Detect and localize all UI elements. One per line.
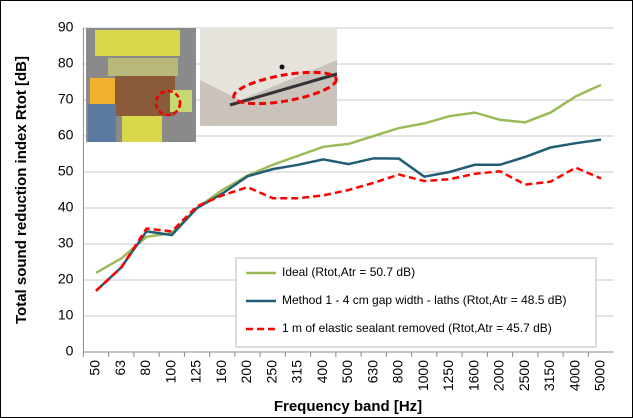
inset-section-drawing	[86, 28, 196, 142]
y-tick-label: 60	[58, 127, 74, 143]
y-tick-label: 0	[66, 343, 74, 359]
series-line	[95, 166, 602, 292]
y-axis-title: Total sound reduction index Rtot [dB]	[13, 56, 30, 324]
x-tick-label: 1600	[465, 360, 481, 391]
x-tick-label: 800	[390, 360, 406, 384]
legend-label: Method 1 - 4 cm gap width - laths (Rtot,…	[282, 293, 566, 307]
x-tick-label: 400	[314, 360, 330, 384]
x-tick-label: 160	[213, 360, 229, 384]
series-line	[95, 138, 602, 292]
x-tick-label: 1000	[415, 360, 431, 391]
x-tick-label: 315	[289, 360, 305, 384]
x-tick-label: 5000	[592, 360, 608, 391]
x-tick-label: 500	[339, 360, 355, 384]
x-tick-label: 1250	[440, 360, 456, 391]
x-tick-label: 50	[87, 360, 103, 376]
x-tick-label: 2500	[516, 360, 532, 391]
legend-label: Ideal (Rtot,Atr = 50.7 dB)	[282, 265, 415, 279]
x-tick-label: 630	[364, 360, 380, 384]
y-tick-label: 80	[58, 55, 74, 71]
y-tick-label: 10	[58, 307, 74, 323]
y-tick-label: 50	[58, 163, 74, 179]
y-tick-label: 70	[58, 91, 74, 107]
x-tick-label: 250	[263, 360, 279, 384]
inset-photo	[200, 28, 338, 126]
x-tick-label: 3150	[541, 360, 557, 391]
x-tick-label: 4000	[566, 360, 582, 391]
x-axis-title: Frequency band [Hz]	[274, 398, 422, 415]
x-tick-label: 200	[238, 360, 254, 384]
y-tick-label: 40	[58, 199, 74, 215]
x-tick-label: 100	[162, 360, 178, 384]
x-tick-label: 125	[188, 360, 204, 384]
x-tick-label: 63	[112, 360, 128, 376]
legend-label: 1 m of elastic sealant removed (Rtot,Atr…	[282, 321, 552, 335]
y-tick-label: 90	[58, 19, 74, 35]
y-tick-label: 30	[58, 235, 74, 251]
x-tick-label: 80	[137, 360, 153, 376]
y-tick-label: 20	[58, 271, 74, 287]
x-tick-label: 2000	[491, 360, 507, 391]
legend	[235, 257, 597, 348]
